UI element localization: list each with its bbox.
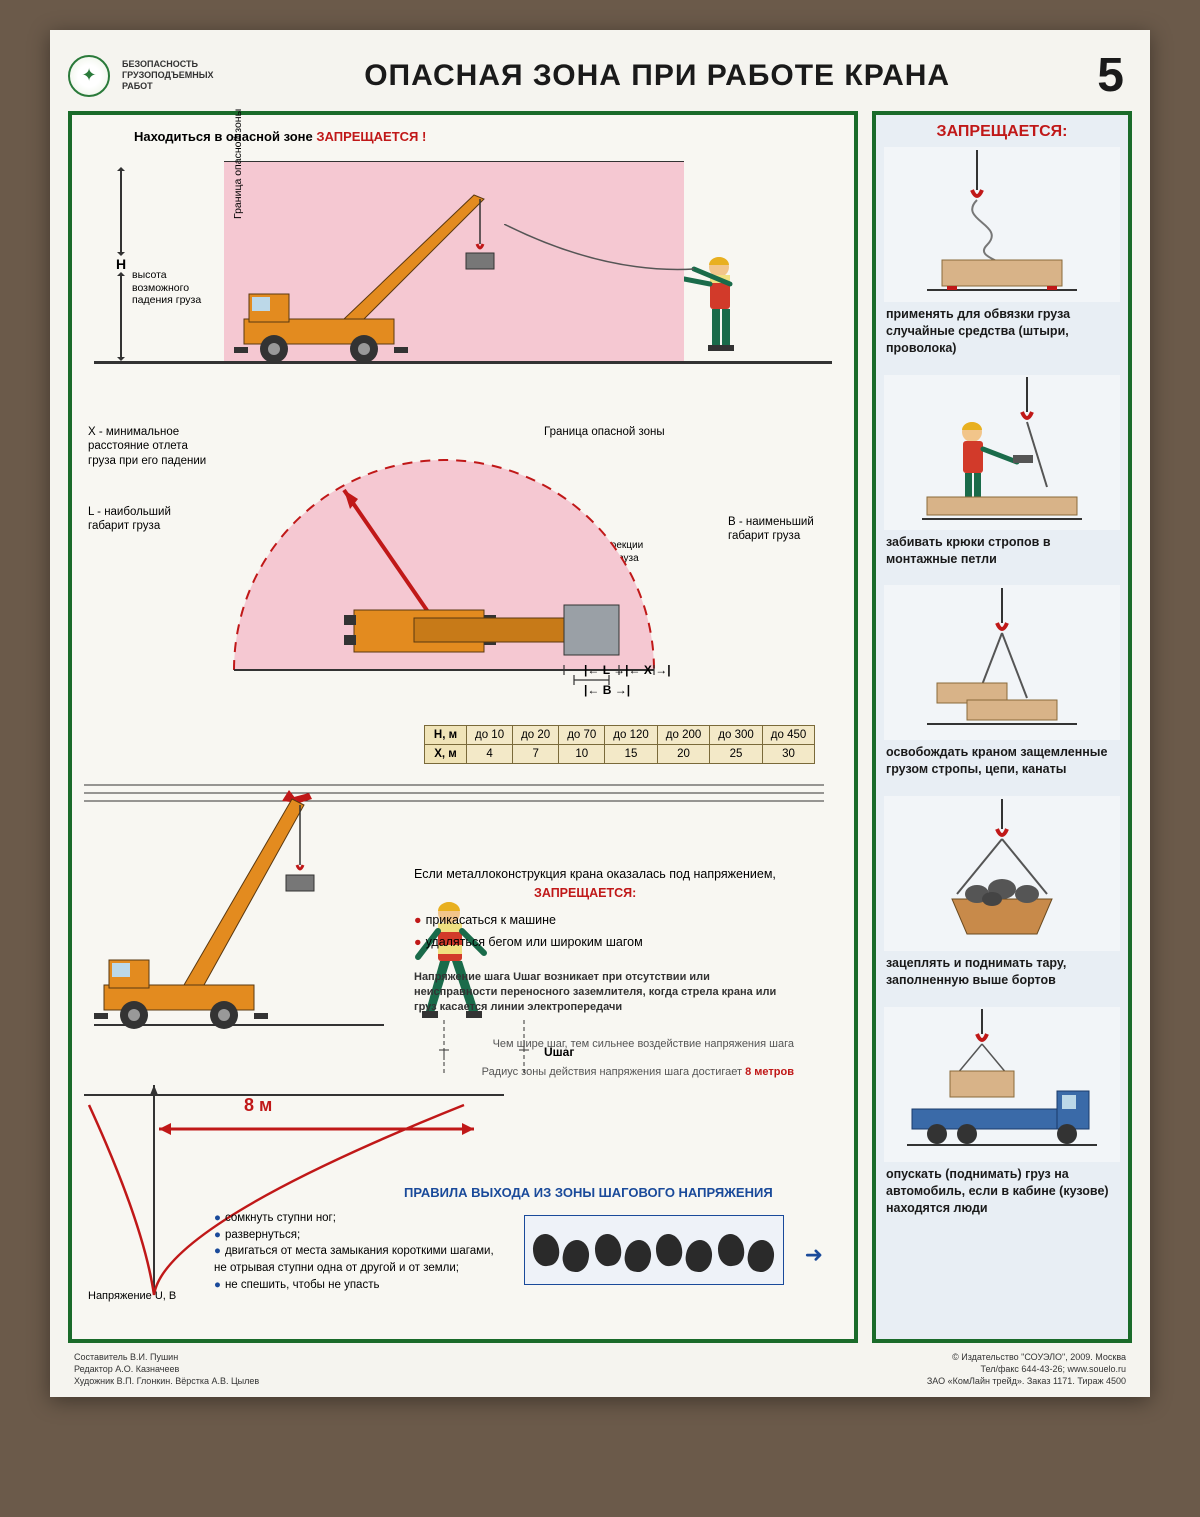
exit-arrow-icon: ➜ <box>805 1242 823 1268</box>
prohibited-text: применять для обвязки груза случайные ср… <box>884 302 1120 365</box>
prohibited-text: зацеплять и поднимать тару, заполненную … <box>884 951 1120 997</box>
section-side-view: Находиться в опасной зоне ЗАПРЕЩАЕТСЯ ! … <box>84 129 842 409</box>
guide-rope-icon <box>504 224 704 284</box>
prohibited-item: освобождать краном защемленные грузом ст… <box>884 585 1120 786</box>
radius-hint-val: 8 метров <box>745 1066 794 1078</box>
voltage-axis-label: Напряжение U, В <box>88 1290 176 1302</box>
h-description: высота возможного падения груза <box>132 269 222 307</box>
b-definition: B - наименьший габарит груза <box>728 515 838 544</box>
section-step-voltage: Если металлоконструкция крана оказалась … <box>84 795 842 1325</box>
section-plan-view: X - минимальное расстояние отлета груза … <box>84 425 842 785</box>
elec-intro: Если металлоконструкция крана оказалась … <box>414 867 776 881</box>
table-row-x: X, м 4 7 10 15 20 25 30 <box>425 745 815 764</box>
elec-bullet-1: прикасаться к машине <box>426 913 556 927</box>
prohibited-item: зацеплять и поднимать тару, заполненную … <box>884 796 1120 997</box>
footprint-icon <box>684 1238 715 1274</box>
prohibited-text: опускать (поднимать) груз на автомобиль,… <box>884 1162 1120 1225</box>
hx-table-wrap: H, м до 10 до 20 до 70 до 120 до 200 до … <box>424 725 815 764</box>
prohibited-item: опускать (поднимать) груз на автомобиль,… <box>884 1007 1120 1225</box>
prohibited-wire-sling-icon <box>917 150 1087 300</box>
rule-item: развернуться; <box>225 1229 300 1241</box>
rule-item: сомкнуть ступни ног; <box>225 1212 336 1224</box>
prohibited-hammer-hook-icon <box>917 377 1087 527</box>
table-row-h: H, м до 10 до 20 до 70 до 120 до 200 до … <box>425 726 815 745</box>
footprint-icon <box>531 1232 561 1267</box>
prohibited-item: применять для обвязки груза случайные ср… <box>884 147 1120 365</box>
prohibited-trapped-sling-icon <box>917 588 1087 738</box>
page-number: 5 <box>1097 48 1132 103</box>
eight-meter-label: 8 м <box>244 1095 272 1116</box>
footer-credits: Составитель В.И. Пушин Редактор А.О. Каз… <box>74 1351 259 1387</box>
prohibited-item: забивать крюки стропов в монтажные петли <box>884 375 1120 576</box>
warning-text: Находиться в опасной зоне <box>134 129 316 144</box>
prohibited-text: освобождать краном защемленные грузом ст… <box>884 740 1120 786</box>
main-panel: Находиться в опасной зоне ЗАПРЕЩАЕТСЯ ! … <box>68 111 858 1343</box>
prohibited-text: забивать крюки стропов в монтажные петли <box>884 530 1120 576</box>
footprint-icon <box>716 1232 746 1267</box>
poster-body: Находиться в опасной зоне ЗАПРЕЩАЕТСЯ ! … <box>68 111 1132 1343</box>
step-voltage-note: Напряжение шага Uшаг возникает при отсут… <box>414 971 776 1013</box>
brand-text: БЕЗОПАСНОСТЬ ГРУЗОПОДЪЕМНЫХ РАБОТ <box>122 59 217 91</box>
l-definition: L - наибольший габарит груза <box>88 505 208 534</box>
footprint-icon <box>561 1238 592 1274</box>
footprint-icon <box>654 1232 684 1267</box>
rule-item: двигаться от места замыкания короткими ш… <box>214 1245 494 1274</box>
footprint-icon <box>622 1238 653 1274</box>
prohibited-load-on-truck-icon <box>902 1009 1102 1159</box>
h-header: H, м <box>425 726 467 745</box>
rule-item: не спешить, чтобы не упасть <box>225 1279 380 1291</box>
brand-logo-icon: ✦ <box>68 55 110 97</box>
footprint-icon <box>745 1238 776 1274</box>
hx-table: H, м до 10 до 20 до 70 до 120 до 200 до … <box>424 725 815 764</box>
footer-publisher: © Издательство "СОУЭЛО", 2009. Москва Те… <box>927 1351 1126 1387</box>
poster-title: ОПАСНАЯ ЗОНА ПРИ РАБОТЕ КРАНА <box>229 59 1085 93</box>
warning-forbidden: ЗАПРЕЩАЕТСЯ ! <box>316 129 426 144</box>
poster-header: ✦ БЕЗОПАСНОСТЬ ГРУЗОПОДЪЕМНЫХ РАБОТ ОПАС… <box>68 48 1132 103</box>
exit-rules-list: ●сомкнуть ступни ног; ●развернуться; ●дв… <box>214 1210 504 1293</box>
x-header: X, м <box>425 745 467 764</box>
crane-side-icon <box>234 189 534 369</box>
dim-b-label: |← B →| <box>584 683 630 697</box>
x-definition: X - минимальное расстояние отлета груза … <box>88 425 218 468</box>
safety-poster: ✦ БЕЗОПАСНОСТЬ ГРУЗОПОДЪЕМНЫХ РАБОТ ОПАС… <box>50 30 1150 1397</box>
ushag-label: Uшаг <box>544 1045 574 1059</box>
exit-rules-title: ПРАВИЛА ВЫХОДА ИЗ ЗОНЫ ШАГОВОГО НАПРЯЖЕН… <box>404 1185 773 1200</box>
footsteps-diagram: ➜ <box>524 1215 784 1285</box>
prohibited-sidebar: ЗАПРЕЩАЕТСЯ: применять для обвязки груза… <box>872 111 1132 1343</box>
sidebar-title: ЗАПРЕЩАЕТСЯ: <box>884 123 1120 141</box>
height-dimension: H <box>106 169 136 359</box>
danger-arc-diagram-icon <box>214 435 674 695</box>
elec-bullet-2: удаляться бегом или широким шагом <box>426 935 643 949</box>
prohibited-overfilled-container-icon <box>917 799 1087 949</box>
crane-electric-icon <box>94 785 384 1035</box>
poster-footer: Составитель В.И. Пушин Редактор А.О. Каз… <box>68 1351 1132 1387</box>
footprint-icon <box>593 1232 623 1267</box>
dim-l-label: |← L →|← X →| <box>584 663 671 677</box>
elec-forbidden: ЗАПРЕЩАЕТСЯ: <box>534 886 636 900</box>
